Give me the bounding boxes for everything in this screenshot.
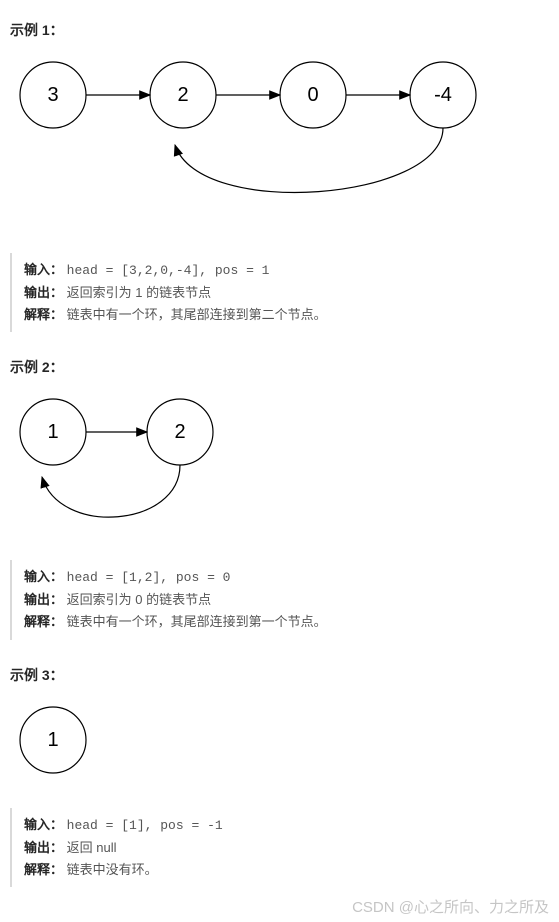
explain-text: 链表中有一个环，其尾部连接到第二个节点。 (67, 307, 327, 322)
explain-line: 解释： 链表中有一个环，其尾部连接到第一个节点。 (24, 611, 549, 633)
output-text: 返回索引为 0 的链表节点 (67, 592, 211, 607)
explain-label: 解释： (24, 614, 63, 629)
explain-text: 链表中没有环。 (67, 862, 158, 877)
input-label: 输入： (24, 569, 63, 584)
output-line: 输出： 返回 null (24, 837, 549, 859)
input-line: 输入： head = [3,2,0,-4], pos = 1 (24, 259, 549, 282)
linked-list-diagram: 1 2 (10, 387, 549, 540)
linked-list-diagram: 3 2 0 -4 (10, 50, 549, 233)
node-label: 1 (47, 729, 58, 751)
node-label: -4 (434, 84, 452, 106)
input-code: head = [1,2], pos = 0 (67, 570, 231, 585)
input-line: 输入： head = [1], pos = -1 (24, 814, 549, 837)
input-label: 输入： (24, 817, 63, 832)
node-label: 0 (307, 84, 318, 106)
input-code: head = [1], pos = -1 (67, 818, 223, 833)
example-title: 示例 2： (10, 357, 549, 377)
watermark: CSDN @心之所向、力之所及 (352, 896, 549, 917)
example-title: 示例 3： (10, 665, 549, 685)
io-block: 输入： head = [3,2,0,-4], pos = 1 输出： 返回索引为… (10, 253, 549, 332)
output-text: 返回 null (67, 840, 117, 855)
explain-line: 解释： 链表中没有环。 (24, 859, 549, 881)
explain-label: 解释： (24, 862, 63, 877)
node-label: 3 (47, 84, 58, 106)
diagram-svg: 1 2 (10, 387, 260, 537)
node-label: 1 (47, 421, 58, 443)
explain-line: 解释： 链表中有一个环，其尾部连接到第二个节点。 (24, 304, 549, 326)
node-label: 2 (174, 421, 185, 443)
output-label: 输出： (24, 285, 63, 300)
input-label: 输入： (24, 262, 63, 277)
node-label: 2 (177, 84, 188, 106)
cycle-arrow (175, 128, 443, 192)
explain-text: 链表中有一个环，其尾部连接到第一个节点。 (67, 614, 327, 629)
linked-list-diagram: 1 (10, 695, 549, 788)
cycle-arrow (42, 465, 180, 517)
io-block: 输入： head = [1], pos = -1 输出： 返回 null 解释：… (10, 808, 549, 887)
output-line: 输出： 返回索引为 0 的链表节点 (24, 589, 549, 611)
diagram-svg: 1 (10, 695, 110, 785)
diagram-svg: 3 2 0 -4 (10, 50, 510, 230)
input-code: head = [3,2,0,-4], pos = 1 (67, 263, 270, 278)
output-text: 返回索引为 1 的链表节点 (67, 285, 211, 300)
explain-label: 解释： (24, 307, 63, 322)
example-title: 示例 1： (10, 20, 549, 40)
input-line: 输入： head = [1,2], pos = 0 (24, 566, 549, 589)
io-block: 输入： head = [1,2], pos = 0 输出： 返回索引为 0 的链… (10, 560, 549, 639)
output-label: 输出： (24, 592, 63, 607)
output-label: 输出： (24, 840, 63, 855)
output-line: 输出： 返回索引为 1 的链表节点 (24, 282, 549, 304)
